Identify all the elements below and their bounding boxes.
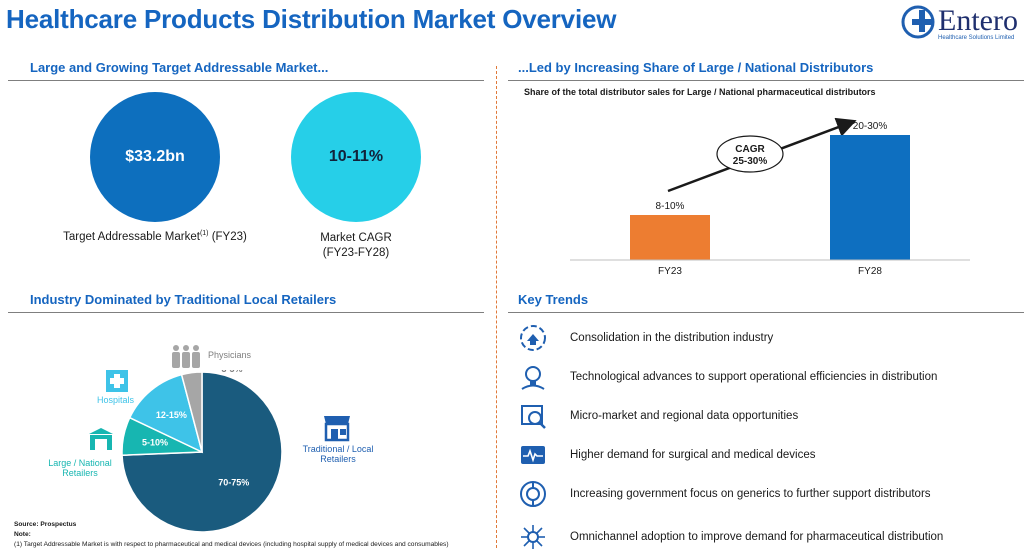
cagr-bubble	[716, 135, 784, 173]
chart-title: Share of the total distributor sales for…	[524, 87, 876, 97]
x-tick-label: FY23	[658, 266, 682, 277]
cagr-value: 10-11%	[328, 148, 384, 165]
note-label: Note:	[14, 531, 31, 538]
trend-item: Consolidation in the distribution indust…	[518, 321, 1008, 355]
pie-value-label: 5-10%	[142, 437, 168, 447]
trend-text: Increasing government focus on generics …	[570, 488, 931, 500]
traditional-retailers-label: Traditional / Local Retailers	[302, 444, 374, 464]
tam-caption: Target Addressable Market(1) (FY23)	[63, 230, 247, 243]
government-support-icon	[520, 481, 546, 507]
bar-fy28	[830, 135, 910, 260]
trend-text: Omnichannel adoption to improve demand f…	[570, 531, 944, 543]
cagr-caption-line1: Market CAGR	[320, 232, 392, 244]
pie-value-label: 70-75%	[218, 477, 249, 487]
technology-icon	[521, 366, 545, 390]
tam-value: $33.2bn	[125, 148, 185, 165]
local-store-icon	[324, 416, 350, 442]
consolidation-icon	[520, 325, 546, 351]
share-bar-chart: CAGR 25-30% 8-10% FY23 20-30% FY28	[570, 117, 970, 277]
data-analytics-icon	[521, 405, 546, 429]
footnote: (1) Target Addressable Market is with re…	[14, 541, 449, 548]
tam-section-rule	[8, 80, 484, 81]
tam-footnote-marker: (1)	[199, 230, 209, 237]
bar-value-label: 20-30%	[853, 121, 888, 132]
tam-value-circle: $33.2bn	[90, 92, 220, 222]
trend-text: Consolidation in the distribution indust…	[570, 332, 774, 344]
share-section-rule	[508, 80, 1024, 81]
cagr-value-circle: 10-11%	[291, 92, 421, 222]
trend-text: Technological advances to support operat…	[570, 371, 938, 383]
entero-logo-icon	[901, 5, 935, 39]
physicians-icon	[172, 345, 200, 368]
national-retailers-label: Large / National Retailers	[48, 458, 112, 478]
cagr-annotation-line2: 25-30%	[733, 156, 768, 167]
trend-item: Technological advances to support operat…	[518, 360, 1008, 394]
hospital-icon	[106, 370, 128, 392]
trend-text: Higher demand for surgical and medical d…	[570, 449, 816, 461]
cagr-caption-line2: (FY23-FY28)	[322, 247, 390, 259]
hospitals-label: Hospitals	[97, 395, 135, 405]
bar-value-label: 8-10%	[656, 201, 685, 212]
pie-value-label: 12-15%	[156, 410, 187, 420]
section-divider	[496, 66, 497, 548]
page-title: Healthcare Products Distribution Market …	[6, 4, 617, 34]
trend-item: Increasing government focus on generics …	[518, 477, 1008, 511]
bar-fy23	[630, 215, 710, 260]
trends-section-rule	[508, 312, 1024, 313]
share-section-title: ...Led by Increasing Share of Large / Na…	[518, 60, 874, 75]
trend-text: Micro-market and regional data opportuni…	[570, 410, 799, 422]
pharmacy-store-icon	[89, 428, 113, 450]
trends-section-title: Key Trends	[518, 292, 589, 307]
source-note: Source: Prospectus	[14, 521, 77, 528]
logo-tagline: Healthcare Solutions Limited	[938, 35, 1015, 41]
x-tick-label: FY28	[858, 266, 882, 277]
physicians-label: Physicians	[208, 350, 252, 360]
pie-slice	[180, 371, 203, 453]
pie-slice	[128, 373, 204, 454]
logo-wordmark: Entero	[938, 4, 1018, 37]
trend-item: Omnichannel adoption to improve demand f…	[518, 520, 1008, 554]
pie-value-label: 3-5%	[221, 370, 242, 374]
omnichannel-icon	[521, 525, 545, 549]
medical-device-icon	[521, 446, 545, 464]
industry-section-rule	[8, 312, 484, 313]
industry-section-title: Industry Dominated by Traditional Local …	[30, 292, 337, 307]
tam-section-title: Large and Growing Target Addressable Mar…	[30, 60, 329, 75]
cagr-annotation-line1: CAGR	[735, 144, 765, 155]
trend-item: Micro-market and regional data opportuni…	[518, 399, 1008, 433]
industry-pie-chart: 70-75% 5-10% 12-15% 3-5%	[121, 370, 283, 533]
trend-item: Higher demand for surgical and medical d…	[518, 438, 1008, 472]
